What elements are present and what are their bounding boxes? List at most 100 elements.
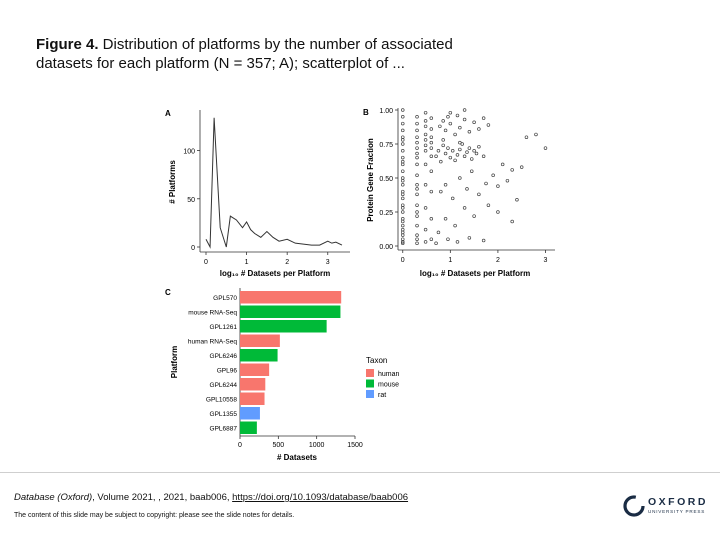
panel-b-point (436, 149, 441, 153)
panel-b-point (465, 187, 469, 191)
panel-b-point (415, 183, 419, 187)
panel-b-point (423, 162, 428, 167)
panel-c-x-label: # Datasets (277, 453, 318, 462)
panel-b-point (467, 146, 472, 150)
panel-b-point (486, 203, 491, 207)
panel-b-point (434, 154, 438, 158)
panel-b-point (401, 178, 405, 183)
panel-b-point (446, 237, 450, 241)
panel-a-x-label: log₁₀ # Datasets per Platform (220, 269, 331, 278)
panel-b-point (438, 124, 442, 129)
panel-b-point (496, 210, 500, 214)
panel-b-point (423, 124, 428, 129)
panel-b-x-tick-label: 0 (401, 257, 405, 264)
panel-b-point (401, 115, 405, 119)
panel-b-point (439, 159, 443, 164)
panel-c-x-tick-label: 0 (238, 442, 242, 449)
panel-c-category-label: GPL6246 (210, 353, 238, 360)
panel-b-point (401, 206, 405, 210)
panel-b-point (481, 238, 486, 243)
panel-b-point (448, 121, 453, 126)
panel-b-point (453, 158, 457, 163)
panel-b-point (423, 206, 428, 210)
panel-b-x-tick-label: 1 (448, 257, 452, 264)
panel-b-point (429, 237, 434, 241)
legend-title: Taxon (366, 356, 387, 365)
panel-b-y-tick-label: 0.25 (379, 210, 393, 217)
panel-a-y-tick-label: 0 (191, 245, 195, 252)
panel-c-category-label: GPL6887 (210, 425, 238, 432)
panel-c-bar (240, 291, 342, 304)
panel-c-category-label: GPL10558 (206, 396, 237, 403)
panel-a: A 0 50 100 0 1 2 3 # Platforms log₁₀ # Datase… (165, 109, 350, 278)
panel-c: C GPL570 mouse RNA-Seq GPL1261 human RNA-Se… (165, 288, 400, 462)
panel-b-point (401, 155, 405, 160)
panel-b-point (455, 153, 460, 157)
panel-c-bar (240, 392, 265, 405)
panel-b-point (462, 154, 467, 158)
panel-b-point (401, 142, 405, 146)
panel-b-x-tick-label: 3 (544, 257, 548, 264)
panel-b-point (519, 165, 524, 169)
panel-b-point (415, 121, 419, 126)
panel-b-point (443, 183, 448, 187)
panel-b-point (467, 130, 472, 134)
panel-b-point (415, 146, 419, 150)
panel-b-y-label: Protein Gene Fraction (366, 138, 375, 222)
panel-b-point (401, 169, 405, 173)
panel-a-letter: A (165, 109, 171, 118)
panel-b-point (441, 143, 445, 148)
panel-c-x-tick-label: 500 (272, 442, 284, 449)
legend-label-rat: rat (378, 392, 386, 399)
panel-b-x-tick-label: 2 (496, 257, 500, 264)
citation-doi-link[interactable]: https://doi.org/10.1093/database/baab006 (232, 492, 409, 503)
citation-journal: Database (Oxford) (14, 492, 93, 503)
panel-b-point (429, 135, 434, 139)
panel-b-point (472, 214, 476, 218)
panel-b-point (415, 155, 419, 160)
panel-b-point (434, 241, 438, 246)
panel-b-point (429, 140, 434, 145)
copyright-notice: The content of this slide may be subject… (14, 512, 295, 519)
panel-b-point (429, 217, 434, 221)
panel-c-category-label: GPL570 (213, 295, 237, 302)
panel-b-point (439, 189, 443, 194)
panel-b-point (423, 240, 428, 244)
panel-a-y-tick-label: 50 (187, 197, 195, 204)
panel-b-point (415, 140, 419, 145)
oxford-logo: OXFORD UNIVERSITY PRESS (622, 494, 712, 520)
caption-label: Figure 4. (36, 36, 99, 53)
panel-c-x-tick-label: 1000 (309, 442, 325, 449)
panel-b-point (477, 127, 481, 131)
panel-b-point (423, 183, 428, 187)
panel-b-point (500, 162, 505, 167)
panel-b-point (401, 240, 405, 244)
panel-b-point (469, 169, 474, 173)
panel-b-point (401, 210, 405, 214)
panel-b-point (415, 135, 419, 139)
panel-b-y-tick-label: 1.00 (379, 108, 393, 115)
panel-b-point (401, 196, 405, 201)
footer-divider (0, 472, 720, 473)
panel-b-point (423, 138, 428, 142)
panel-b-point (458, 140, 462, 145)
panel-b-point (458, 176, 462, 180)
panel-b-point (477, 144, 481, 149)
panel-b-point (446, 115, 450, 119)
panel-b-point (510, 219, 514, 224)
panel-b-point (436, 230, 441, 235)
panel-b-point (453, 223, 457, 228)
panel-b-letter: B (363, 108, 369, 117)
legend-label-human: human (378, 371, 400, 378)
panel-b-point (401, 219, 405, 224)
panel-c-bar (240, 334, 280, 347)
figure-caption: Figure 4. Distribution of platforms by t… (36, 35, 506, 73)
panel-c-category-label: GPL1355 (210, 411, 238, 418)
panel-b-point (415, 128, 419, 133)
panel-c-bar (240, 421, 257, 434)
panel-b-point (458, 125, 462, 130)
panel-b-point (401, 149, 405, 153)
panel-c-category-label: GPL96 (217, 367, 238, 374)
panel-b-point (448, 155, 453, 160)
